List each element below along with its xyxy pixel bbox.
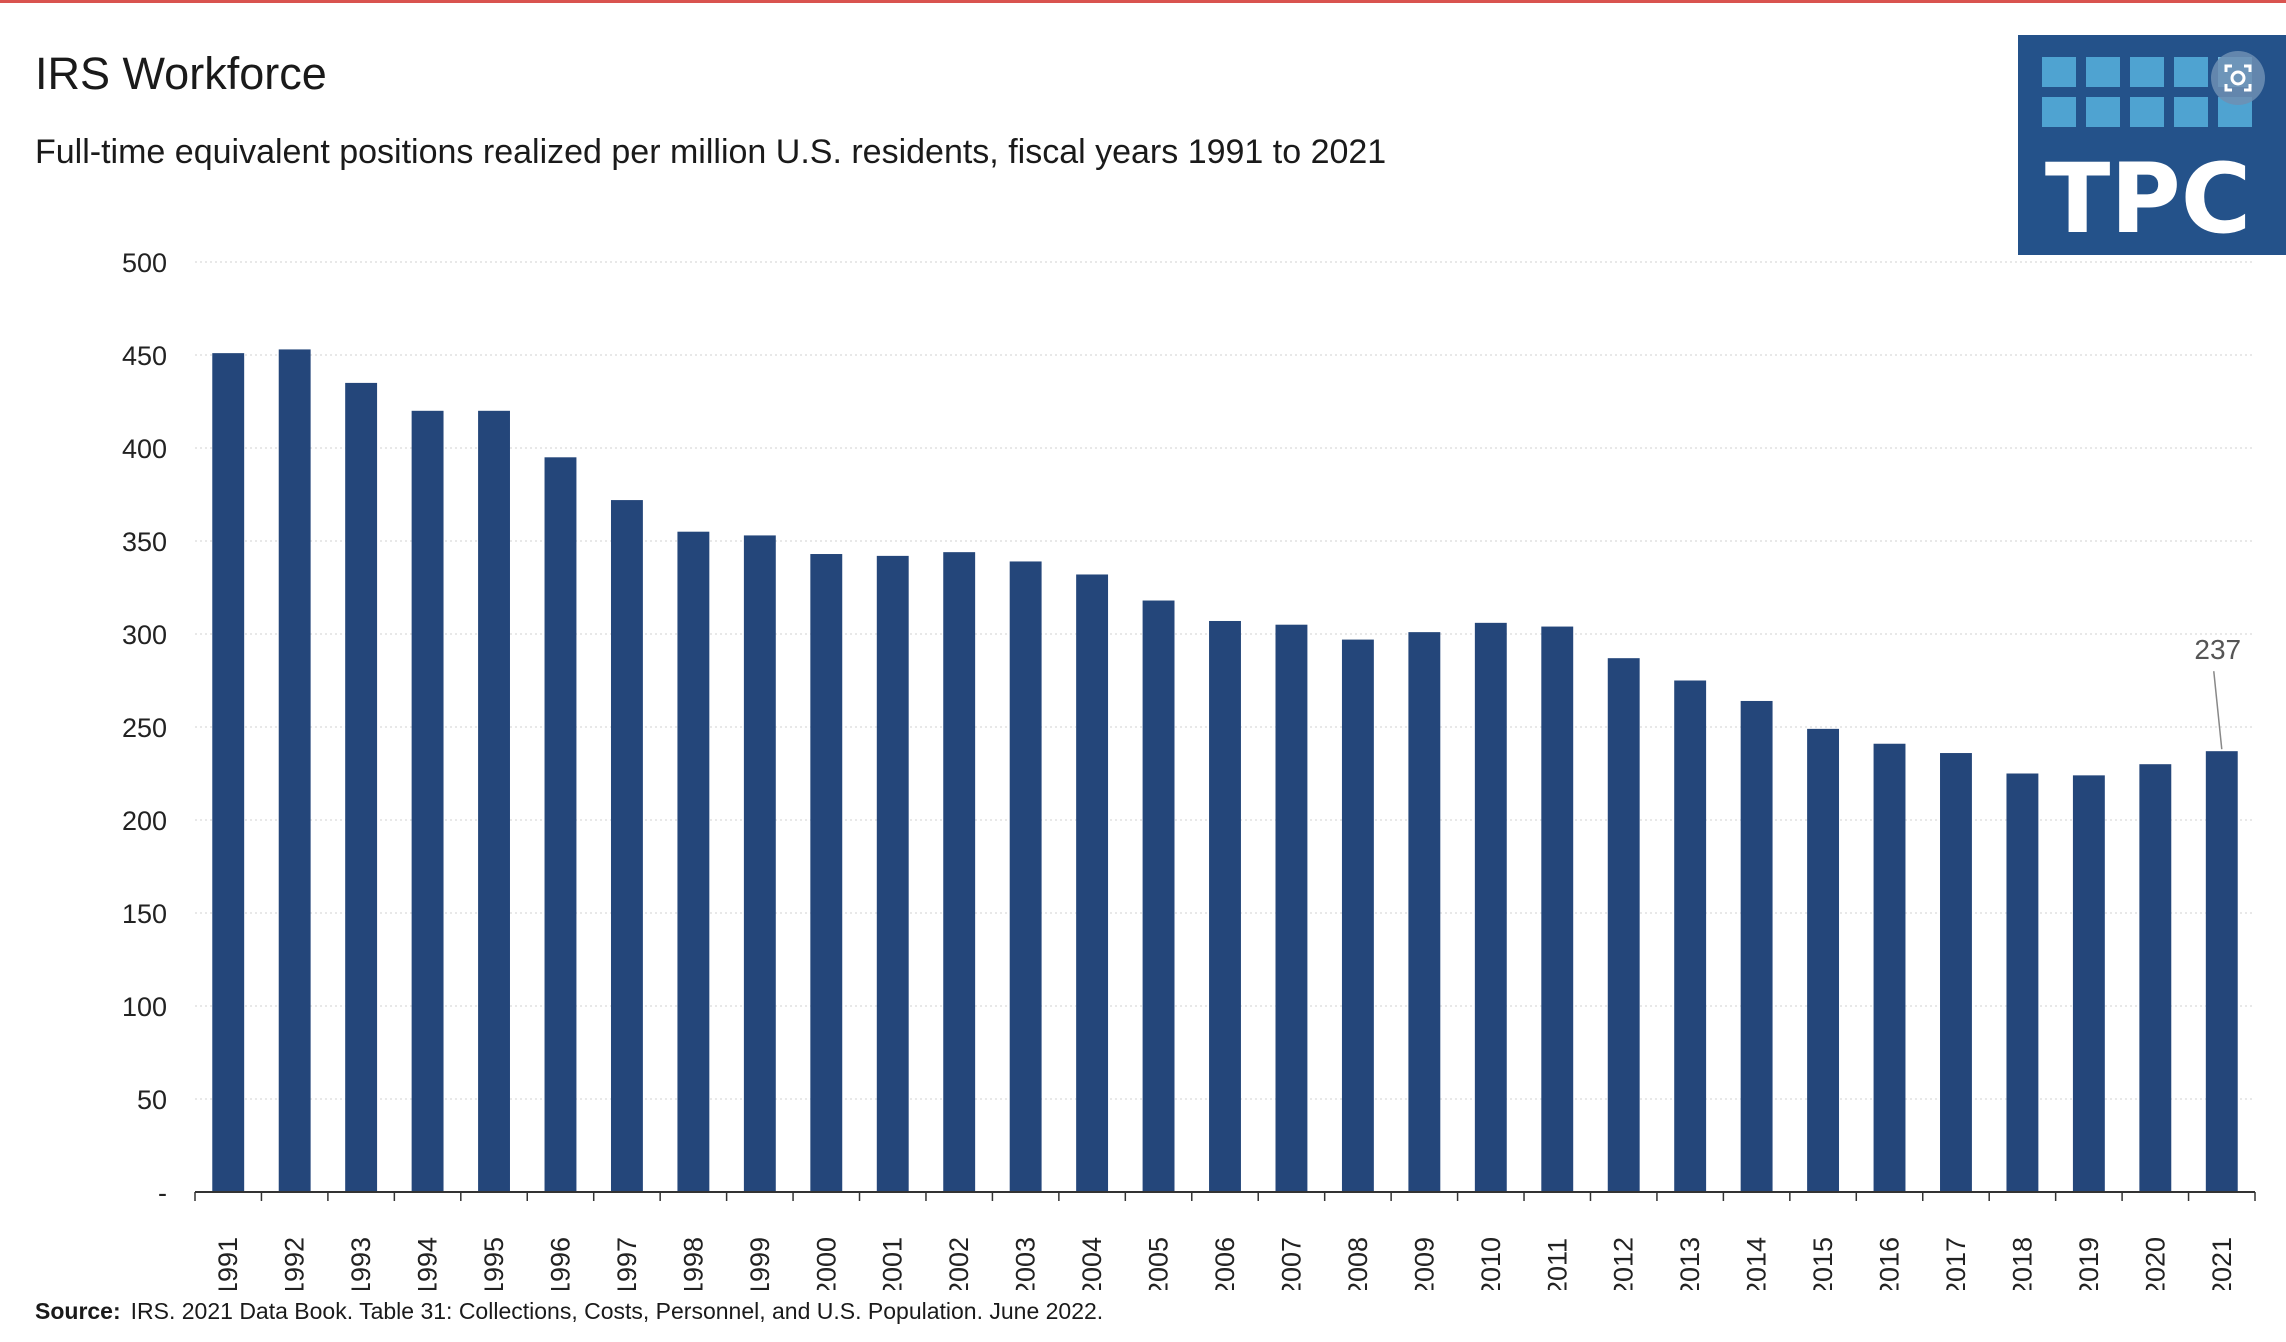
bar-2017 (1940, 753, 1972, 1192)
x-tick-label: 2018 (2007, 1237, 2037, 1290)
x-tick-label: 1993 (346, 1237, 376, 1290)
bar-2011 (1541, 626, 1574, 1192)
bar-1993 (345, 382, 378, 1192)
x-tick-label: 2014 (1742, 1237, 1772, 1290)
x-tick-label: 2013 (1675, 1237, 1705, 1290)
y-tick-label: 350 (122, 527, 167, 557)
bar-1996 (544, 457, 577, 1192)
bar-2013 (1674, 680, 1707, 1192)
annotation-leader-line (2213, 671, 2223, 750)
x-tick-label: 2001 (878, 1237, 908, 1290)
x-tick-label: 2004 (1077, 1237, 1107, 1290)
bar-2000 (810, 554, 843, 1192)
bar-2010 (1474, 622, 1507, 1192)
bar-2018 (2006, 773, 2039, 1192)
source-note: Source: IRS. 2021 Data Book. Table 31: Co… (35, 1298, 1103, 1325)
bar-2001 (876, 555, 909, 1192)
y-tick-label: 200 (122, 806, 167, 836)
x-axis-ticks: 1991 1992 1993 1994 1995 1996 1997 1998 1999 2000… (213, 1237, 2237, 1290)
y-axis-ticks: - 50 100 150 200 250 300 350 400 450 500 (122, 248, 167, 1208)
annotation-label: 237 (2194, 634, 2241, 665)
x-tick-label: 2007 (1276, 1237, 1306, 1290)
image-search-icon[interactable] (2210, 50, 2266, 106)
x-tick-label: 2006 (1210, 1237, 1240, 1290)
x-tick-label: 1994 (413, 1237, 443, 1290)
bar-2002 (943, 552, 976, 1192)
y-tick-label: 500 (122, 248, 167, 278)
bar-2004 (1076, 574, 1109, 1192)
bars (212, 349, 2238, 1193)
x-tick-label: 2003 (1011, 1237, 1041, 1290)
bar-2009 (1408, 632, 1441, 1192)
x-tick-label: 2000 (811, 1237, 841, 1290)
x-tick-label: 2002 (944, 1237, 974, 1290)
bar-1994 (411, 410, 444, 1192)
source-text: IRS. 2021 Data Book. Table 31: Collectio… (130, 1298, 1104, 1324)
x-tick-label: 2017 (1941, 1237, 1971, 1290)
bar-2006 (1209, 620, 1241, 1192)
x-tick-label: 1996 (545, 1237, 575, 1290)
bar-2016 (1873, 743, 1906, 1192)
bar-1998 (677, 531, 710, 1192)
x-tick-label: 1997 (612, 1237, 642, 1290)
x-tick-label: 1992 (280, 1237, 310, 1290)
y-tick-label: 450 (122, 341, 167, 371)
x-tick-label: 2008 (1343, 1237, 1373, 1290)
chart-title: IRS Workforce (35, 48, 327, 99)
x-tick-label: 1999 (745, 1237, 775, 1290)
y-tick-label: 100 (122, 992, 167, 1022)
y-tick-label: 400 (122, 434, 167, 464)
source-label: Source: (35, 1298, 121, 1324)
x-tick-label: 2019 (2074, 1237, 2104, 1290)
top-accent-rule (0, 0, 2286, 3)
bar-1991 (212, 353, 245, 1192)
bar-2020 (2139, 764, 2172, 1192)
bar-1999 (743, 535, 776, 1192)
bar-2019 (2072, 775, 2105, 1192)
annotations: 237 (2194, 634, 2241, 750)
y-tick-label: 150 (122, 899, 167, 929)
bar-2015 (1807, 728, 1840, 1192)
bar-2012 (1607, 658, 1640, 1192)
x-tick-label: 2021 (2207, 1237, 2237, 1290)
logo-text: TPC (2045, 143, 2251, 255)
x-tick-label: 2015 (1808, 1237, 1838, 1290)
bar-2005 (1142, 600, 1175, 1192)
x-tick-label: 2005 (1144, 1237, 1174, 1290)
x-tick-label: 2009 (1409, 1237, 1439, 1290)
x-tick-label: 2012 (1609, 1237, 1639, 1290)
bar-2008 (1341, 639, 1374, 1192)
x-tick-label: 1995 (479, 1237, 509, 1290)
x-tick-label: 2016 (1875, 1237, 1905, 1290)
x-tick-label: 2010 (1476, 1237, 1506, 1290)
bar-2007 (1275, 624, 1308, 1192)
x-axis (194, 1191, 2256, 1201)
x-tick-label: 2020 (2140, 1237, 2170, 1290)
x-tick-label: 2011 (1542, 1238, 1572, 1290)
bar-1997 (610, 500, 643, 1193)
bar-2021 (2205, 751, 2238, 1192)
bar-1995 (478, 410, 510, 1192)
x-tick-label: 1998 (678, 1237, 708, 1290)
y-tick-label: 250 (122, 713, 167, 743)
bar-2003 (1009, 561, 1042, 1192)
x-tick-label: 1991 (213, 1237, 243, 1290)
y-tick-label: 50 (137, 1085, 167, 1115)
bar-2014 (1740, 700, 1773, 1192)
y-tick-label: 300 (122, 620, 167, 650)
bar-1992 (278, 349, 311, 1192)
chart-subtitle: Full-time equivalent positions realized … (35, 133, 1387, 171)
y-tick-label: - (158, 1178, 167, 1208)
